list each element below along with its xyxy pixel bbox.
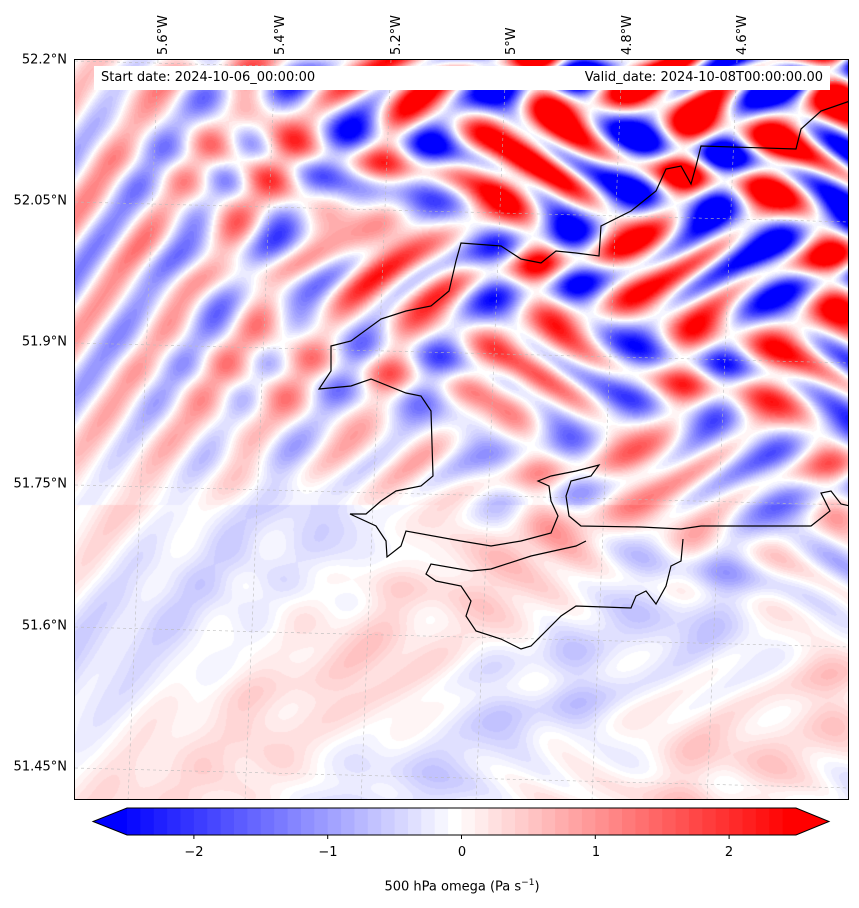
- lat-tick-label: 51.75°N: [13, 476, 67, 492]
- colorbar-cell: [595, 808, 610, 835]
- colorbar-cell: [581, 808, 596, 835]
- colorbar-tick-label: 0: [457, 845, 467, 860]
- colorbar-cell: [367, 808, 382, 835]
- colorbar-extend-max: [796, 808, 829, 835]
- colorbar-cell: [568, 808, 583, 835]
- colorbar-cell: [260, 808, 275, 835]
- colorbar-cell: [782, 808, 797, 835]
- colorbar-cell: [528, 808, 543, 835]
- colorbar-cell: [608, 808, 623, 835]
- lat-tick-label: 52.2°N: [21, 52, 67, 68]
- colorbar-cell: [755, 808, 770, 835]
- colorbar-cell: [381, 808, 396, 835]
- colorbar-cell: [421, 808, 436, 835]
- meridian-gridline: [244, 60, 276, 799]
- gridlines: [75, 60, 848, 799]
- colorbar-label: 500 hPa omega (Pa s−1): [384, 878, 540, 895]
- colorbar-cell: [287, 808, 302, 835]
- lat-tick-label: 52.05°N: [13, 193, 67, 209]
- colorbar-cell: [488, 808, 503, 835]
- meridian-gridline: [475, 60, 507, 799]
- colorbar-cell: [622, 808, 636, 835]
- colorbar-cell: [702, 808, 717, 835]
- colorbar-cell: [635, 808, 650, 835]
- colorbar-cell: [354, 808, 369, 835]
- colorbar-cell: [341, 808, 355, 835]
- colorbar-cell: [167, 808, 182, 835]
- colorbar-cell: [314, 808, 329, 835]
- lat-tick-label: 51.45°N: [13, 759, 67, 775]
- colorbar-cell: [688, 808, 703, 835]
- colorbar-cell: [300, 808, 315, 835]
- colorbar-cell: [474, 808, 489, 835]
- meridian-gridline: [706, 60, 738, 799]
- colorbar-cell: [515, 808, 529, 835]
- colorbar-cell: [742, 808, 757, 835]
- colorbar-cell: [274, 808, 289, 835]
- colorbar-cell: [448, 808, 462, 835]
- map-plot-area: [74, 59, 849, 800]
- meridian-gridline: [360, 60, 392, 799]
- colorbar-cell: [220, 808, 235, 835]
- colorbar-cell: [394, 808, 409, 835]
- colorbar-cell: [207, 808, 222, 835]
- colorbar-cell: [247, 808, 262, 835]
- colorbar-cell: [193, 808, 208, 835]
- valid-date-label: Valid_date: 2024-10-08T00:00:00.00: [584, 70, 823, 85]
- colorbar-tick-label: 2: [724, 845, 734, 860]
- meridian-gridline: [591, 60, 623, 799]
- colorbar-cell: [555, 808, 570, 835]
- lat-tick-label: 51.9°N: [21, 334, 67, 350]
- colorbar-cell: [434, 808, 449, 835]
- colorbar-cell: [127, 808, 141, 835]
- map-overlay: [75, 60, 848, 799]
- start-date-label: Start date: 2024-10-06_00:00:00: [101, 70, 316, 85]
- colorbar-outline: [91, 807, 831, 836]
- colorbar-cell: [153, 808, 168, 835]
- colorbar-cell: [140, 808, 155, 835]
- colorbar-cell: [327, 808, 342, 835]
- colorbar-cell: [662, 808, 677, 835]
- colorbar-tick-label: 1: [591, 845, 601, 860]
- coastline: [425, 538, 684, 650]
- colorbar-cell: [648, 808, 663, 835]
- colorbar-cell: [675, 808, 690, 835]
- colorbar-cell: [501, 808, 516, 835]
- colorbar-cell: [769, 808, 784, 835]
- colorbar-cell: [234, 808, 248, 835]
- colorbar-cell: [180, 808, 195, 835]
- colorbar-tick-label: −2: [184, 845, 204, 860]
- coastline: [317, 101, 848, 559]
- colorbar-cell: [715, 808, 730, 835]
- lat-tick-label: 51.6°N: [21, 618, 67, 634]
- colorbar-cell: [407, 808, 422, 835]
- colorbar-tick-label: −1: [318, 845, 338, 860]
- colorbar-cell: [461, 808, 476, 835]
- colorbar-cell: [729, 808, 743, 835]
- date-annotation-box: Start date: 2024-10-06_00:00:00 Valid_da…: [94, 66, 830, 90]
- colorbar-cell: [541, 808, 556, 835]
- colorbar-extend-min: [93, 808, 127, 835]
- meridian-gridline: [127, 60, 159, 799]
- omega-field: [75, 60, 848, 799]
